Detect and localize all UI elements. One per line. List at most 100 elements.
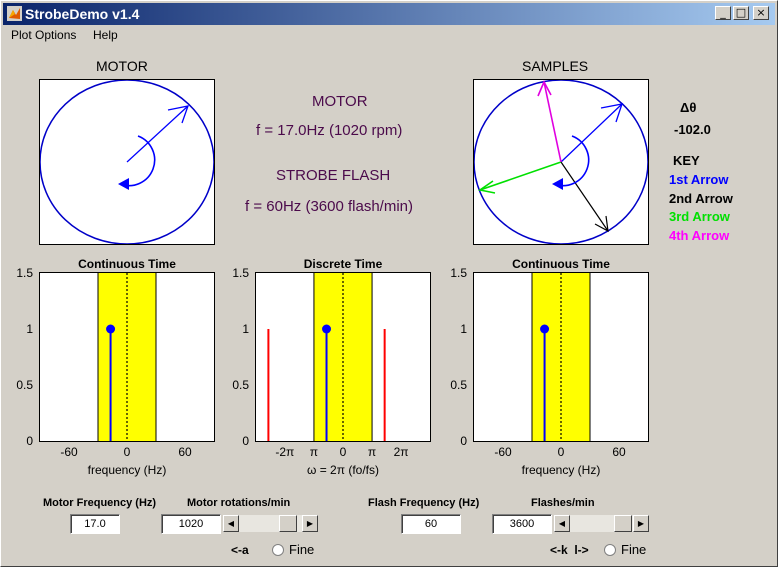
- chart-canvas: [531, 273, 591, 441]
- arrow-2nd-head: [594, 215, 609, 233]
- x-tick-label: 0: [123, 445, 131, 459]
- flash-rate-slider[interactable]: ◀ ▶: [554, 515, 649, 532]
- key-2nd-arrow: 2nd Arrow: [669, 191, 733, 206]
- x-tick-label: π: [367, 445, 377, 459]
- minimize-button[interactable]: _: [715, 6, 731, 20]
- window-title: StrobeDemo v1.4: [25, 6, 140, 22]
- delta-theta-value: -102.0: [674, 122, 711, 137]
- arrow-1st: [560, 103, 623, 163]
- y-tick-label: 1.5: [232, 266, 249, 280]
- flash-rate-input[interactable]: 3600: [492, 514, 552, 534]
- motor-panel-title: MOTOR: [96, 58, 148, 74]
- motor-rotations-input[interactable]: 1020: [161, 514, 221, 534]
- slider-left-arrow-icon[interactable]: ◀: [554, 515, 570, 532]
- info-motor-frequency: f = 17.0Hz (1020 rpm): [256, 122, 403, 139]
- x-tick-label: 0: [557, 445, 565, 459]
- rotation-direction-arc: [119, 135, 156, 187]
- menu-plot-options[interactable]: Plot Options: [11, 28, 77, 42]
- flash-rate-label: Flashes/min: [531, 497, 595, 509]
- x-tick-label: 2π: [393, 445, 409, 459]
- y-tick-label: 0: [26, 434, 33, 448]
- arrow-2nd: [560, 161, 609, 232]
- chart-title: Discrete Time: [303, 257, 383, 271]
- motor-plot: [39, 79, 215, 245]
- chart-title: Continuous Time: [512, 257, 610, 271]
- chart-title: Continuous Time: [78, 257, 176, 271]
- flash-fine-label: Fine: [621, 542, 647, 557]
- info-motor-heading: MOTOR: [312, 93, 368, 110]
- motor-rotations-slider[interactable]: ◀ ▶: [223, 515, 318, 532]
- flash-frequency-label: Flash Frequency (Hz): [368, 497, 480, 509]
- y-tick-label: 0.5: [232, 378, 249, 392]
- samples-plot: [473, 79, 649, 245]
- flash-slider-thumb[interactable]: [614, 515, 632, 532]
- stem-marker: [540, 324, 550, 334]
- chart-plot-area: [255, 272, 431, 442]
- title-bar[interactable]: StrobeDemo v1.4: [3, 3, 775, 25]
- x-tick-label: π: [309, 445, 319, 459]
- x-tick-label: 60: [178, 445, 192, 459]
- maximize-button[interactable]: □: [733, 6, 749, 20]
- close-button[interactable]: ×: [753, 6, 769, 20]
- arrow-1st-head: [600, 103, 623, 123]
- y-tick-label: 0.5: [16, 378, 33, 392]
- arrow-4th-head: [537, 80, 552, 97]
- y-tick-label: 1: [26, 322, 33, 336]
- flash-key-hint: <-k l->: [550, 543, 589, 557]
- samples-plot-canvas: [473, 79, 649, 245]
- motor-arrow: [126, 105, 189, 163]
- motor-frequency-label: Motor Frequency (Hz): [43, 497, 157, 509]
- rotation-arrowhead: [118, 178, 129, 190]
- y-tick-label: 0.5: [450, 378, 467, 392]
- chart-plot-area: [39, 272, 215, 442]
- info-strobe-frequency: f = 60Hz (3600 flash/min): [245, 198, 413, 215]
- x-tick-label: 0: [339, 445, 347, 459]
- y-tick-label: 1.5: [450, 266, 467, 280]
- chart-plot-area: [473, 272, 649, 442]
- stem-marker: [322, 324, 332, 334]
- flash-fine-radio[interactable]: [604, 544, 616, 556]
- motor-fine-radio[interactable]: [272, 544, 284, 556]
- motor-arrow-head: [167, 105, 189, 124]
- arrow-4th: [543, 81, 562, 163]
- motor-fine-label: Fine: [289, 542, 315, 557]
- x-tick-label: 60: [612, 445, 626, 459]
- motor-rotations-label: Motor rotations/min: [187, 497, 291, 509]
- key-1st-arrow: 1st Arrow: [669, 172, 729, 187]
- key-4th-arrow: 4th Arrow: [669, 228, 730, 243]
- motor-plot-canvas: [39, 79, 215, 245]
- x-axis-label: frequency (Hz): [521, 463, 601, 477]
- stem-marker: [106, 324, 116, 334]
- y-tick-label: 1: [460, 322, 467, 336]
- delta-theta-label: Δθ: [680, 100, 697, 115]
- x-axis-label: frequency (Hz): [87, 463, 167, 477]
- chart-canvas: [97, 273, 157, 441]
- samples-rotation-arc: [553, 135, 590, 187]
- samples-panel-title: SAMPLES: [522, 58, 589, 74]
- motor-frequency-input[interactable]: 17.0: [70, 514, 120, 534]
- flash-frequency-input[interactable]: 60: [401, 514, 461, 534]
- slider-right-arrow-icon[interactable]: ▶: [633, 515, 649, 532]
- menu-bar: Plot Options Help: [3, 26, 775, 45]
- slider-left-arrow-icon[interactable]: ◀: [223, 515, 239, 532]
- info-strobe-heading: STROBE FLASH: [276, 167, 391, 184]
- x-axis-label: ω = 2π (fo/fs): [307, 463, 379, 477]
- chart-canvas: [267, 273, 386, 441]
- key-3rd-arrow: 3rd Arrow: [669, 209, 730, 224]
- slider-right-arrow-icon[interactable]: ▶: [302, 515, 318, 532]
- motor-slider-thumb[interactable]: [279, 515, 297, 532]
- matlab-icon: [7, 6, 22, 21]
- x-tick-label: -60: [494, 445, 512, 459]
- y-tick-label: 0: [242, 434, 249, 448]
- x-tick-label: -60: [60, 445, 78, 459]
- motor-key-hint: <-a: [231, 543, 249, 557]
- y-tick-label: 0: [460, 434, 467, 448]
- menu-help[interactable]: Help: [93, 28, 118, 42]
- arrow-3rd: [479, 161, 562, 191]
- samples-rotation-arrowhead: [552, 178, 563, 190]
- y-tick-label: 1.5: [16, 266, 33, 280]
- x-tick-label: -2π: [275, 445, 295, 459]
- y-tick-label: 1: [242, 322, 249, 336]
- key-title: KEY: [673, 153, 700, 168]
